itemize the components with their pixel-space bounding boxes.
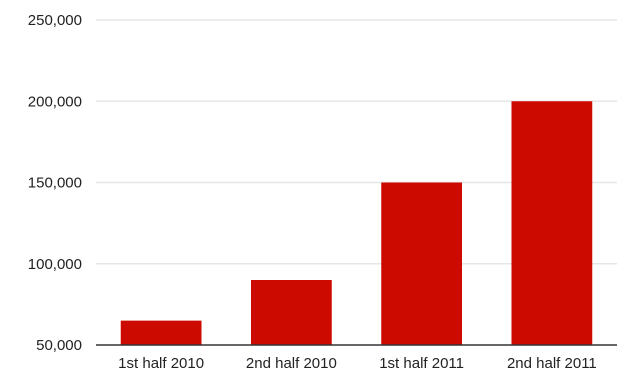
bars <box>120 101 593 345</box>
y-tick-label: 200,000 <box>28 93 82 110</box>
bar-2 <box>250 280 332 345</box>
x-category-label: 1st half 2011 <box>379 355 464 372</box>
y-tick-label: 50,000 <box>36 337 82 354</box>
x-category-label: 2nd half 2010 <box>246 355 337 372</box>
bar-3 <box>381 182 463 345</box>
x-category-label: 1st half 2010 <box>118 355 204 372</box>
y-tick-label: 150,000 <box>28 175 82 192</box>
y-tick-label: 250,000 <box>28 12 82 29</box>
bar-1 <box>120 320 202 345</box>
x-axis-category-labels: 1st half 2010 2nd half 2010 1st half 2011 2… <box>118 355 597 372</box>
y-tick-label: 100,000 <box>28 256 82 273</box>
bar-4 <box>511 101 593 345</box>
x-category-label: 2nd half 2011 <box>507 355 597 372</box>
y-axis-tick-labels: 50,000 100,000 150,000 200,000 250,000 <box>28 12 82 354</box>
